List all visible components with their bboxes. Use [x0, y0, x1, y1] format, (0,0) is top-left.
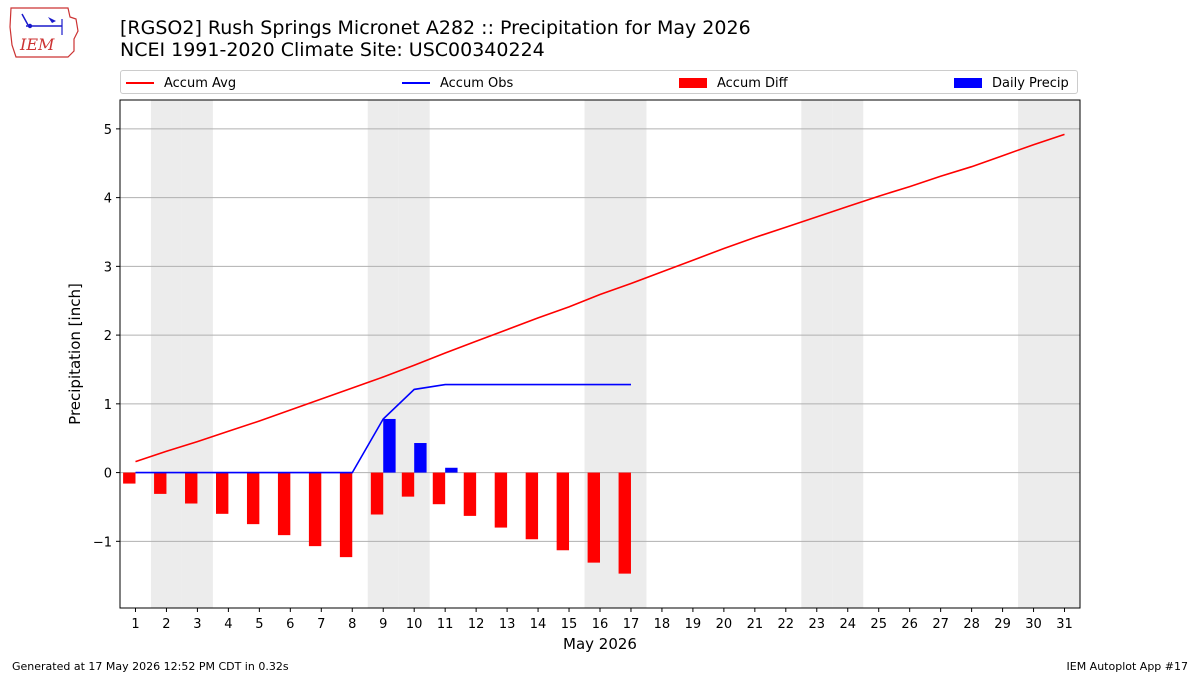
daily-precip-bar — [414, 443, 427, 473]
accum-diff-bar — [339, 472, 353, 558]
weekend-shade — [181, 100, 213, 608]
weekend-shade — [801, 100, 833, 608]
x-tick-label: 5 — [255, 617, 263, 632]
legend-label-accum-diff: Accum Diff — [717, 75, 788, 91]
y-tick-label: 3 — [104, 260, 112, 275]
y-axis-label: Precipitation [inch] — [66, 283, 84, 425]
daily-precip-bar — [445, 467, 458, 473]
legend-swatch-accum-avg — [126, 82, 154, 84]
accum-diff-bar — [370, 472, 384, 515]
x-tick-label: 6 — [286, 617, 294, 632]
accum-diff-bar — [216, 472, 229, 514]
legend-label-accum-obs: Accum Obs — [440, 75, 514, 91]
x-tick-label: 21 — [747, 617, 764, 632]
legend-item-accum-avg: Accum Avg — [126, 74, 236, 92]
svg-text:IEM: IEM — [19, 35, 55, 54]
x-tick-label: 17 — [623, 617, 640, 632]
legend-item-accum-diff: Accum Diff — [679, 74, 788, 92]
legend-item-daily-precip: Daily Precip — [954, 74, 1069, 92]
x-tick-label: 8 — [348, 617, 356, 632]
x-tick-label: 22 — [778, 617, 795, 632]
weekend-shade — [150, 100, 182, 608]
x-tick-label: 15 — [561, 617, 578, 632]
accum-diff-bar — [308, 472, 322, 547]
x-tick-label: 20 — [716, 617, 733, 632]
accum-diff-bar — [185, 472, 198, 504]
x-tick-label: 1 — [131, 617, 139, 632]
weekend-shade — [832, 100, 864, 608]
title-line-2: NCEI 1991-2020 Climate Site: USC00340224 — [120, 39, 545, 61]
weekend-shade — [367, 100, 399, 608]
x-tick-label: 28 — [963, 617, 980, 632]
legend-swatch-accum-diff — [679, 78, 707, 88]
x-tick-label: 18 — [654, 617, 671, 632]
x-tick-label: 11 — [437, 617, 454, 632]
weekend-shade — [1018, 100, 1050, 608]
accum-avg-line — [135, 133, 1065, 463]
x-tick-label: 27 — [932, 617, 949, 632]
x-tick-label: 29 — [994, 617, 1011, 632]
footer-app-id: IEM Autoplot App #17 — [1066, 660, 1189, 673]
x-tick-label: 9 — [379, 617, 387, 632]
x-tick-label: 16 — [592, 617, 609, 632]
x-tick-label: 4 — [224, 617, 232, 632]
accum-diff-bar — [432, 472, 446, 505]
chart-title: [RGSO2] Rush Springs Micronet A282 :: Pr… — [120, 17, 751, 61]
footer-generated: Generated at 17 May 2026 12:52 PM CDT in… — [12, 660, 289, 673]
y-tick-label: 5 — [104, 123, 112, 138]
daily-precip-bar — [383, 418, 396, 473]
accum-diff-bar — [123, 472, 136, 484]
y-tick-label: 1 — [104, 398, 112, 413]
x-axis-label: May 2026 — [563, 635, 637, 653]
x-tick-label: 13 — [499, 617, 516, 632]
accum-diff-bar — [556, 472, 570, 551]
accum-diff-bar — [277, 472, 291, 536]
x-tick-label: 14 — [530, 617, 547, 632]
x-tick-label: 23 — [809, 617, 826, 632]
accum-diff-bar — [618, 472, 631, 574]
accum-diff-bar — [494, 472, 508, 528]
x-tick-label: 2 — [162, 617, 170, 632]
iem-logo: IEM — [9, 7, 79, 58]
x-tick-label: 25 — [870, 617, 887, 632]
weekend-shade — [398, 100, 430, 608]
x-tick-label: 12 — [468, 617, 485, 632]
legend-swatch-daily-precip — [954, 78, 982, 88]
x-tick-label: 24 — [839, 617, 856, 632]
x-tick-label: 30 — [1025, 617, 1042, 632]
accum-diff-bar — [154, 472, 167, 494]
y-tick-label: −1 — [93, 535, 112, 550]
accum-obs-line — [135, 383, 631, 474]
accum-diff-bar — [463, 472, 477, 516]
accum-diff-bar — [525, 472, 539, 540]
legend-item-accum-obs: Accum Obs — [402, 74, 513, 92]
x-tick-label: 19 — [685, 617, 702, 632]
x-tick-label: 31 — [1056, 617, 1073, 632]
y-tick-label: 4 — [104, 192, 112, 207]
y-tick-label: 0 — [104, 467, 112, 482]
title-line-1: [RGSO2] Rush Springs Micronet A282 :: Pr… — [120, 17, 751, 39]
x-tick-label: 26 — [901, 617, 918, 632]
legend-label-daily-precip: Daily Precip — [992, 75, 1069, 91]
legend-label-accum-avg: Accum Avg — [164, 75, 237, 91]
accum-diff-bar — [587, 472, 600, 563]
x-tick-label: 10 — [406, 617, 423, 632]
legend-swatch-accum-obs — [402, 82, 430, 84]
accum-diff-bar — [401, 472, 415, 497]
y-tick-label: 2 — [104, 329, 112, 344]
legend: Accum Avg Accum Obs Accum Diff Daily Pre… — [120, 70, 1078, 94]
x-tick-label: 3 — [193, 617, 201, 632]
x-tick-label: 7 — [317, 617, 325, 632]
weekend-shade — [1049, 100, 1080, 608]
accum-diff-bar — [246, 472, 260, 525]
